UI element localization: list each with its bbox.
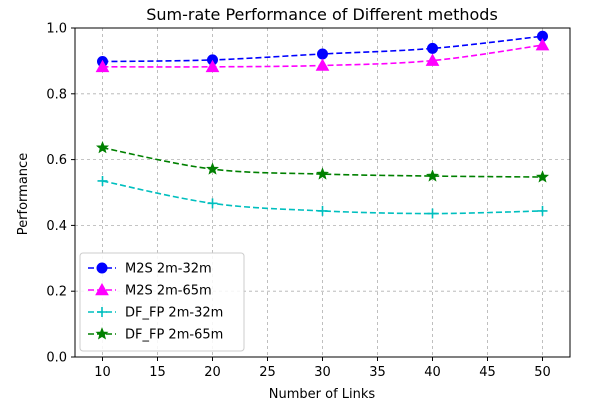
y-tick-label: 0.4 [46,219,67,234]
x-axis-label: Number of Links [269,387,376,400]
x-tick-label: 15 [149,365,166,380]
data-point [427,42,438,54]
x-tick-label: 40 [424,365,441,380]
series-3 [97,175,548,219]
x-tick-label: 25 [259,365,276,380]
y-tick-label: 0.8 [46,87,67,102]
data-point [206,162,219,175]
legend-marker [95,327,109,340]
chart-title: Sum-rate Performance of Different method… [146,5,498,24]
x-tick-label: 20 [204,365,221,380]
data-point [426,169,439,182]
series-line [102,146,543,178]
x-tick-label: 30 [314,365,331,380]
data-point [535,38,550,51]
x-tick-label: 45 [479,365,496,380]
series-line [102,180,543,215]
data-point [95,59,110,73]
legend-label: M2S 2m-65m [125,284,212,299]
legend-label: DF_FP 2m-65m [125,328,223,343]
y-tick-label: 1.0 [46,22,67,37]
series-layer [95,30,550,219]
y-axis-label: Performance [16,153,31,235]
x-tick-label: 35 [369,365,386,380]
data-point [317,205,328,216]
data-point [317,48,328,60]
y-tick-label: 0.2 [46,285,67,300]
ticks: 10 15 20 25 30 35 40 45 50 0.0 0.2 0.4 0.6 0.8 1.0 [46,22,550,381]
x-tick-label: 10 [94,365,111,380]
series-1 [97,30,548,68]
data-point [96,140,109,154]
legend-marker [97,307,107,317]
data-point [536,170,549,183]
data-point [537,205,548,216]
data-point [205,59,220,73]
data-point [427,208,438,219]
legend-box [79,252,245,352]
legend-marker [96,262,108,274]
data-point [207,198,218,209]
series-4 [96,140,549,183]
y-tick-label: 0.0 [46,351,67,366]
data-point [315,58,330,71]
legend: M2S 2m-32m M2S 2m-65m DF_FP 2m-32m DF_FP 2m… [79,252,245,352]
legend-marker [95,282,109,296]
data-point [97,175,108,186]
y-tick-label: 0.6 [46,153,67,168]
data-point [425,53,440,66]
legend-label: DF_FP 2m-32m [125,306,223,321]
series-2 [95,38,550,73]
x-tick-label: 50 [534,365,551,380]
data-point [316,167,329,180]
legend-label: M2S 2m-32m [125,262,212,277]
